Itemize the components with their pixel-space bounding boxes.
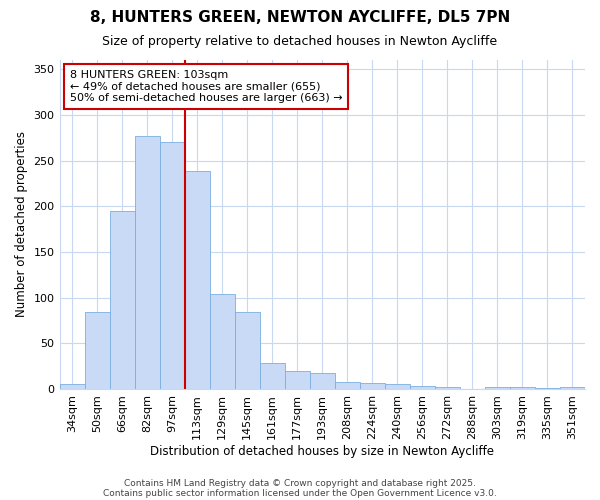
Bar [410, 386, 435, 389]
Bar [260, 364, 285, 389]
Text: Contains public sector information licensed under the Open Government Licence v3: Contains public sector information licen… [103, 488, 497, 498]
Bar [510, 387, 535, 389]
Bar [134, 136, 160, 389]
Bar [235, 312, 260, 389]
Text: Contains HM Land Registry data © Crown copyright and database right 2025.: Contains HM Land Registry data © Crown c… [124, 478, 476, 488]
Bar [310, 374, 335, 389]
Bar [485, 387, 510, 389]
Y-axis label: Number of detached properties: Number of detached properties [15, 132, 28, 318]
X-axis label: Distribution of detached houses by size in Newton Aycliffe: Distribution of detached houses by size … [150, 444, 494, 458]
Bar [535, 388, 560, 389]
Bar [335, 382, 360, 389]
Bar [59, 384, 85, 389]
Text: 8, HUNTERS GREEN, NEWTON AYCLIFFE, DL5 7PN: 8, HUNTERS GREEN, NEWTON AYCLIFFE, DL5 7… [90, 10, 510, 25]
Bar [160, 142, 185, 389]
Bar [85, 312, 110, 389]
Bar [285, 370, 310, 389]
Bar [209, 294, 235, 389]
Bar [385, 384, 410, 389]
Bar [435, 387, 460, 389]
Bar [560, 387, 585, 389]
Text: Size of property relative to detached houses in Newton Aycliffe: Size of property relative to detached ho… [103, 35, 497, 48]
Bar [110, 211, 134, 389]
Text: 8 HUNTERS GREEN: 103sqm
← 49% of detached houses are smaller (655)
50% of semi-d: 8 HUNTERS GREEN: 103sqm ← 49% of detache… [70, 70, 343, 103]
Bar [360, 384, 385, 389]
Bar [185, 172, 209, 389]
